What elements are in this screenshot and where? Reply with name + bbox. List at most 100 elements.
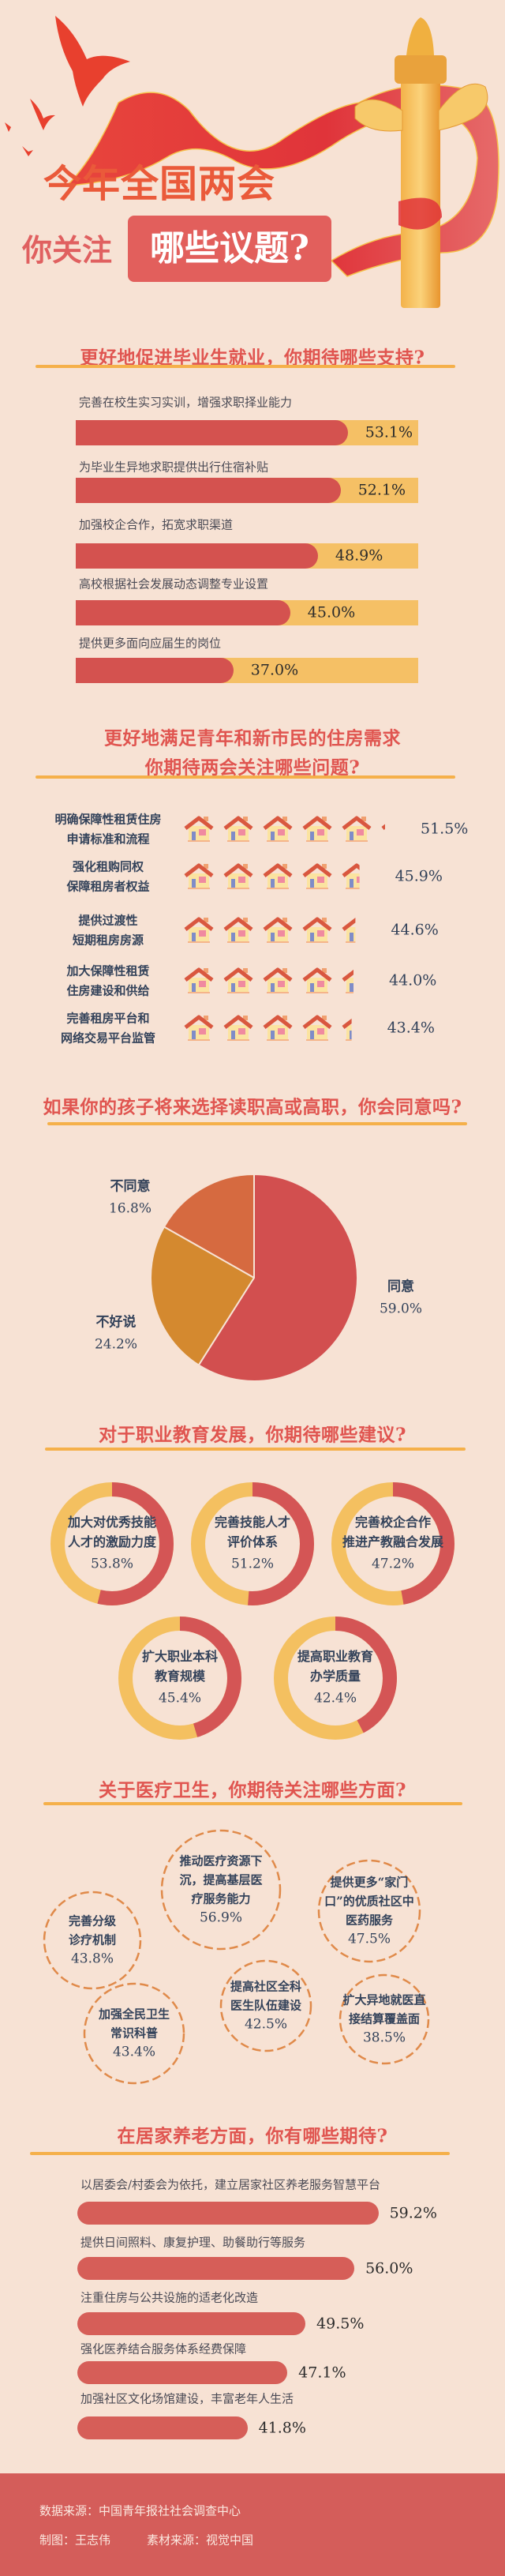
section-eldercare-title: 在居家养老方面，你有哪些期待? [117, 2125, 388, 2147]
pie-value: 16.8% [108, 1200, 152, 1217]
house-icon [184, 967, 214, 993]
house-icon [342, 1018, 352, 1041]
footer-design: 制图：王志伟 [39, 2533, 111, 2548]
pie-chart [150, 1173, 358, 1382]
bar-value: 49.5% [316, 2315, 365, 2333]
bar-track [76, 478, 418, 503]
bar-track [76, 420, 418, 445]
bar-fill [76, 600, 290, 625]
house-icon [263, 863, 293, 889]
bar-label: 加强社区文化场馆建设，丰富老年人生活 [80, 2391, 294, 2406]
header-artwork [5, 16, 499, 308]
pie-label: 不好说 [95, 1314, 137, 1331]
bar-fill [77, 2202, 379, 2225]
donut-value: 51.2% [230, 1556, 275, 1572]
donut-label-line1: 提高职业教育 [297, 1649, 374, 1664]
housing-label-line2: 保障租房者权益 [66, 879, 150, 894]
house-icon [223, 1015, 253, 1041]
housing-value: 43.4% [387, 1019, 435, 1037]
house-icon [184, 1015, 214, 1041]
housing-label-line1: 完善租房平台和 [66, 1011, 150, 1026]
bubble-dashed-ring [83, 1982, 185, 2085]
bar-track [76, 543, 418, 569]
pie-label: 不同意 [110, 1178, 151, 1195]
bubble-label-line: 扩大异地就医直 [342, 1992, 426, 2007]
bubble [339, 1973, 430, 2065]
housing-value: 44.6% [391, 921, 439, 939]
housing-label-line2: 申请标准和流程 [66, 832, 150, 847]
house-icon [381, 824, 385, 830]
house-icon [263, 816, 293, 842]
bar-fill [76, 420, 348, 445]
bar-fill [76, 478, 341, 503]
donut-chart [274, 1617, 397, 1740]
bubble-label-line: 医生队伍建设 [230, 1998, 302, 2013]
housing-label-line2: 住房建设和供给 [66, 983, 150, 998]
house-icon [263, 1015, 293, 1041]
bar-label: 完善在校生实习实训，增强求职择业能力 [79, 395, 293, 410]
section-vocational-pie-title-underline [47, 1122, 467, 1125]
donut-chart [331, 1482, 454, 1605]
pie-value: 24.2% [94, 1336, 138, 1353]
housing-label-line2: 网络交易平台监管 [60, 1031, 156, 1046]
house-icon [302, 1015, 332, 1041]
housing-label-line1: 强化租购同权 [72, 859, 144, 874]
bubble-dashed-ring [43, 1891, 142, 1990]
section-housing-title-underline [36, 775, 455, 779]
house-icon [223, 967, 253, 993]
donut-label-line2: 教育规模 [154, 1669, 206, 1684]
donut-value-arc [331, 1482, 454, 1605]
house-row [184, 917, 356, 943]
bar-track [76, 658, 418, 683]
bar-label: 以居委会/村委会为依托，建立居家社区养老服务智慧平台 [80, 2177, 381, 2192]
bar-label: 为毕业生异地求职提供出行住宿补贴 [79, 460, 269, 475]
donut-label-line2: 人才的激励力度 [67, 1534, 157, 1549]
house-icon [302, 967, 332, 993]
house-icon [184, 863, 214, 889]
housing-label-line1: 明确保障性租赁住房 [54, 812, 162, 827]
bubble-dashed-ring [219, 1959, 312, 2052]
section-vocational-pie-title: 如果你的孩子将来选择读职高或高职，你会同意吗? [43, 1096, 462, 1118]
house-row [184, 967, 354, 993]
footer-material: 素材来源：视觉中国 [147, 2533, 254, 2548]
header-title-highlight: 哪些议题? [150, 228, 309, 268]
bubble [219, 1959, 312, 2052]
housing-value: 44.0% [389, 971, 437, 989]
footer: 数据来源：中国青年报社社会调查中心 制图：王志伟 素材来源：视觉中国 [0, 2473, 505, 2576]
bubble-value: 56.9% [199, 1909, 243, 1926]
section-vocational-suggest-title: 对于职业教育发展，你期待哪些建议? [99, 1424, 406, 1446]
bar-value: 45.0% [307, 603, 356, 621]
house-icon [342, 969, 354, 993]
bubble-value: 43.4% [112, 2044, 156, 2060]
house-icon [184, 816, 214, 842]
donut-value-arc [118, 1617, 241, 1740]
house-row [184, 863, 360, 889]
house-icon [223, 816, 253, 842]
bar-label: 强化医养结合服务体系经费保障 [80, 2341, 247, 2356]
donut-value: 42.4% [313, 1690, 357, 1707]
section-vocational-suggest-title-underline [45, 1448, 466, 1451]
bubble-dashed-ring [160, 1829, 282, 1951]
house-icon [302, 917, 332, 943]
pie-value: 59.0% [379, 1301, 423, 1317]
bar-label: 提供日间照料、康复护理、助餐助行等服务 [80, 2235, 306, 2250]
bubble-value: 47.5% [347, 1931, 391, 1947]
bar-fill [77, 2416, 248, 2439]
housing-value: 51.5% [421, 820, 469, 838]
section-medical-title: 关于医疗卫生，你期待关注哪些方面? [99, 1779, 406, 1801]
pie-slice [163, 1173, 255, 1279]
bubble-label-line: 口”的优质社区中 [324, 1894, 414, 1909]
bubble-label-line: 常识科普 [110, 2026, 159, 2041]
donut-chart [191, 1482, 314, 1605]
housing-label-line1: 提供过渡性 [78, 913, 138, 928]
bar-label: 提供更多面向应届生的岗位 [79, 636, 222, 651]
bubble-label-line: 提供更多“家门 [330, 1875, 409, 1890]
donut-chart [50, 1482, 174, 1605]
bubble-label-line: 沉，提高基层医 [179, 1872, 263, 1887]
donut-label-line1: 扩大职业本科 [141, 1649, 219, 1664]
housing-label-line1: 加大保障性租赁 [66, 963, 150, 978]
bar-fill [77, 2257, 355, 2280]
donut-label-line1: 完善校企合作 [354, 1515, 432, 1530]
section-housing-title-line2: 你期待两会关注哪些问题? [144, 757, 361, 779]
